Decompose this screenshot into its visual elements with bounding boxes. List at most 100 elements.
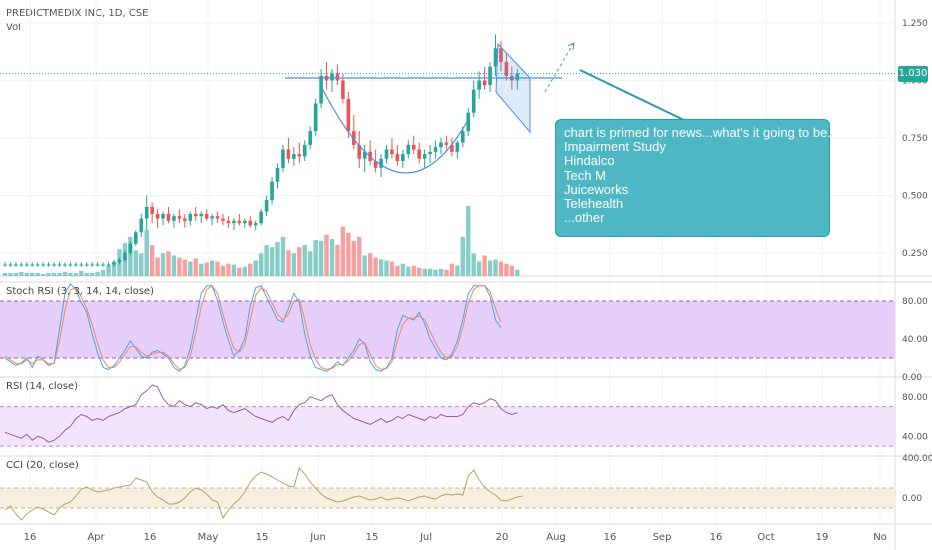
volume-bar [68, 272, 73, 276]
rsi-title: RSI (14, close) [6, 381, 78, 392]
volume-bar [79, 270, 84, 276]
candle-body [41, 264, 45, 266]
candle-body [379, 158, 383, 168]
volume-bar [144, 229, 149, 276]
time-tick-label: 15 [256, 532, 269, 543]
candle-body [74, 264, 78, 266]
volume-bar [308, 251, 313, 276]
volume-bar [515, 269, 520, 276]
last-price-tag: 1.030 [898, 65, 928, 82]
price-tick-label: 0.750 [902, 134, 928, 144]
callout-pointer [579, 69, 689, 123]
candle-body [237, 220, 242, 224]
candle-body [177, 216, 182, 219]
candle-body [243, 220, 247, 224]
volume-bar [177, 257, 182, 276]
volume-bar [133, 250, 138, 276]
rsi-tick-label: 80.00 [902, 393, 928, 403]
candle-body [281, 149, 285, 168]
volume-bar [253, 260, 258, 276]
candle-body [155, 213, 160, 219]
price-tick-label: 0.500 [902, 192, 928, 202]
candle-body [477, 80, 481, 90]
annotation-line-4: Tech M [564, 167, 606, 183]
candle-body [270, 181, 274, 201]
volume-bar [8, 272, 13, 276]
candle-body [428, 151, 432, 155]
candle-body [150, 207, 154, 214]
volume-bar [51, 272, 57, 276]
candle-body [68, 264, 73, 266]
volume-bar [487, 260, 493, 276]
candle-body [123, 253, 127, 260]
candle-body [101, 264, 105, 266]
candle-body [106, 264, 111, 266]
candle-body [308, 131, 312, 145]
candle-body [134, 232, 138, 244]
candle-body [166, 213, 171, 221]
candle-body [504, 62, 509, 76]
volume-bar [182, 259, 188, 276]
cup-arc [321, 87, 469, 174]
candle-body [395, 154, 400, 161]
volume-bar [389, 261, 395, 276]
volume-bar [455, 265, 460, 276]
time-tick-label: 20 [496, 532, 509, 543]
candle-body [52, 264, 56, 266]
volume-bar [100, 269, 106, 276]
candle-body [172, 216, 176, 221]
volume-bar [220, 265, 226, 276]
volume-bar [444, 269, 449, 276]
candle-body [422, 154, 427, 159]
candle-body [433, 147, 438, 152]
volume-bar [422, 268, 427, 276]
volume-bar [427, 268, 433, 276]
volume-bar [373, 257, 378, 276]
volume-bar [95, 271, 100, 276]
time-tick-label: Jun [309, 532, 326, 543]
candle-body [232, 220, 236, 224]
candle-body [210, 216, 214, 219]
volume-bar [357, 236, 362, 276]
annotation-callout[interactable]: chart is primed for news...what's it goi… [555, 119, 838, 237]
candle-body [275, 167, 280, 182]
candle-body [248, 220, 253, 226]
time-tick-label: 16 [604, 532, 617, 543]
volume-bar [84, 272, 89, 276]
volume-bar [406, 266, 411, 276]
candle-body [25, 264, 29, 266]
volume-bar [248, 263, 253, 276]
volume-bar [57, 272, 62, 276]
volume-bar [275, 242, 280, 276]
candle-body [493, 48, 498, 67]
candle-body [30, 264, 35, 266]
candle-body [188, 213, 193, 221]
volume-bar [226, 263, 231, 276]
volume-bar [346, 232, 351, 276]
stoch-rsi-title: Stoch RSI (3, 3, 14, 14, close) [6, 286, 154, 297]
annotation-line-2: Impairment Study [564, 139, 666, 155]
volume-bar [242, 266, 247, 276]
candle-body [183, 218, 187, 221]
candle-body [63, 264, 67, 266]
candle-body [193, 213, 198, 217]
pane-titles: Stoch RSI (3, 3, 14, 14, close) RSI (14, … [6, 286, 154, 471]
volume-bar [19, 271, 24, 276]
candle-body [482, 80, 487, 86]
time-tick-label: Oct [757, 532, 774, 543]
volume-bar [258, 253, 264, 276]
candle-body [46, 264, 51, 266]
candle-body [57, 264, 62, 266]
volume-bar [395, 265, 400, 276]
volume-bar [149, 245, 155, 276]
candle-body [390, 149, 394, 155]
candle-body [35, 264, 40, 266]
volume-bar [231, 264, 237, 276]
symbol-title: PREDICTMEDIX INC, 1D, CSE [6, 8, 149, 19]
candle-body [406, 144, 411, 155]
volume-bar [498, 261, 504, 276]
time-tick-label: 15 [366, 532, 379, 543]
candle-body [411, 144, 416, 150]
annotation-line-5: Juiceworks [564, 181, 629, 197]
